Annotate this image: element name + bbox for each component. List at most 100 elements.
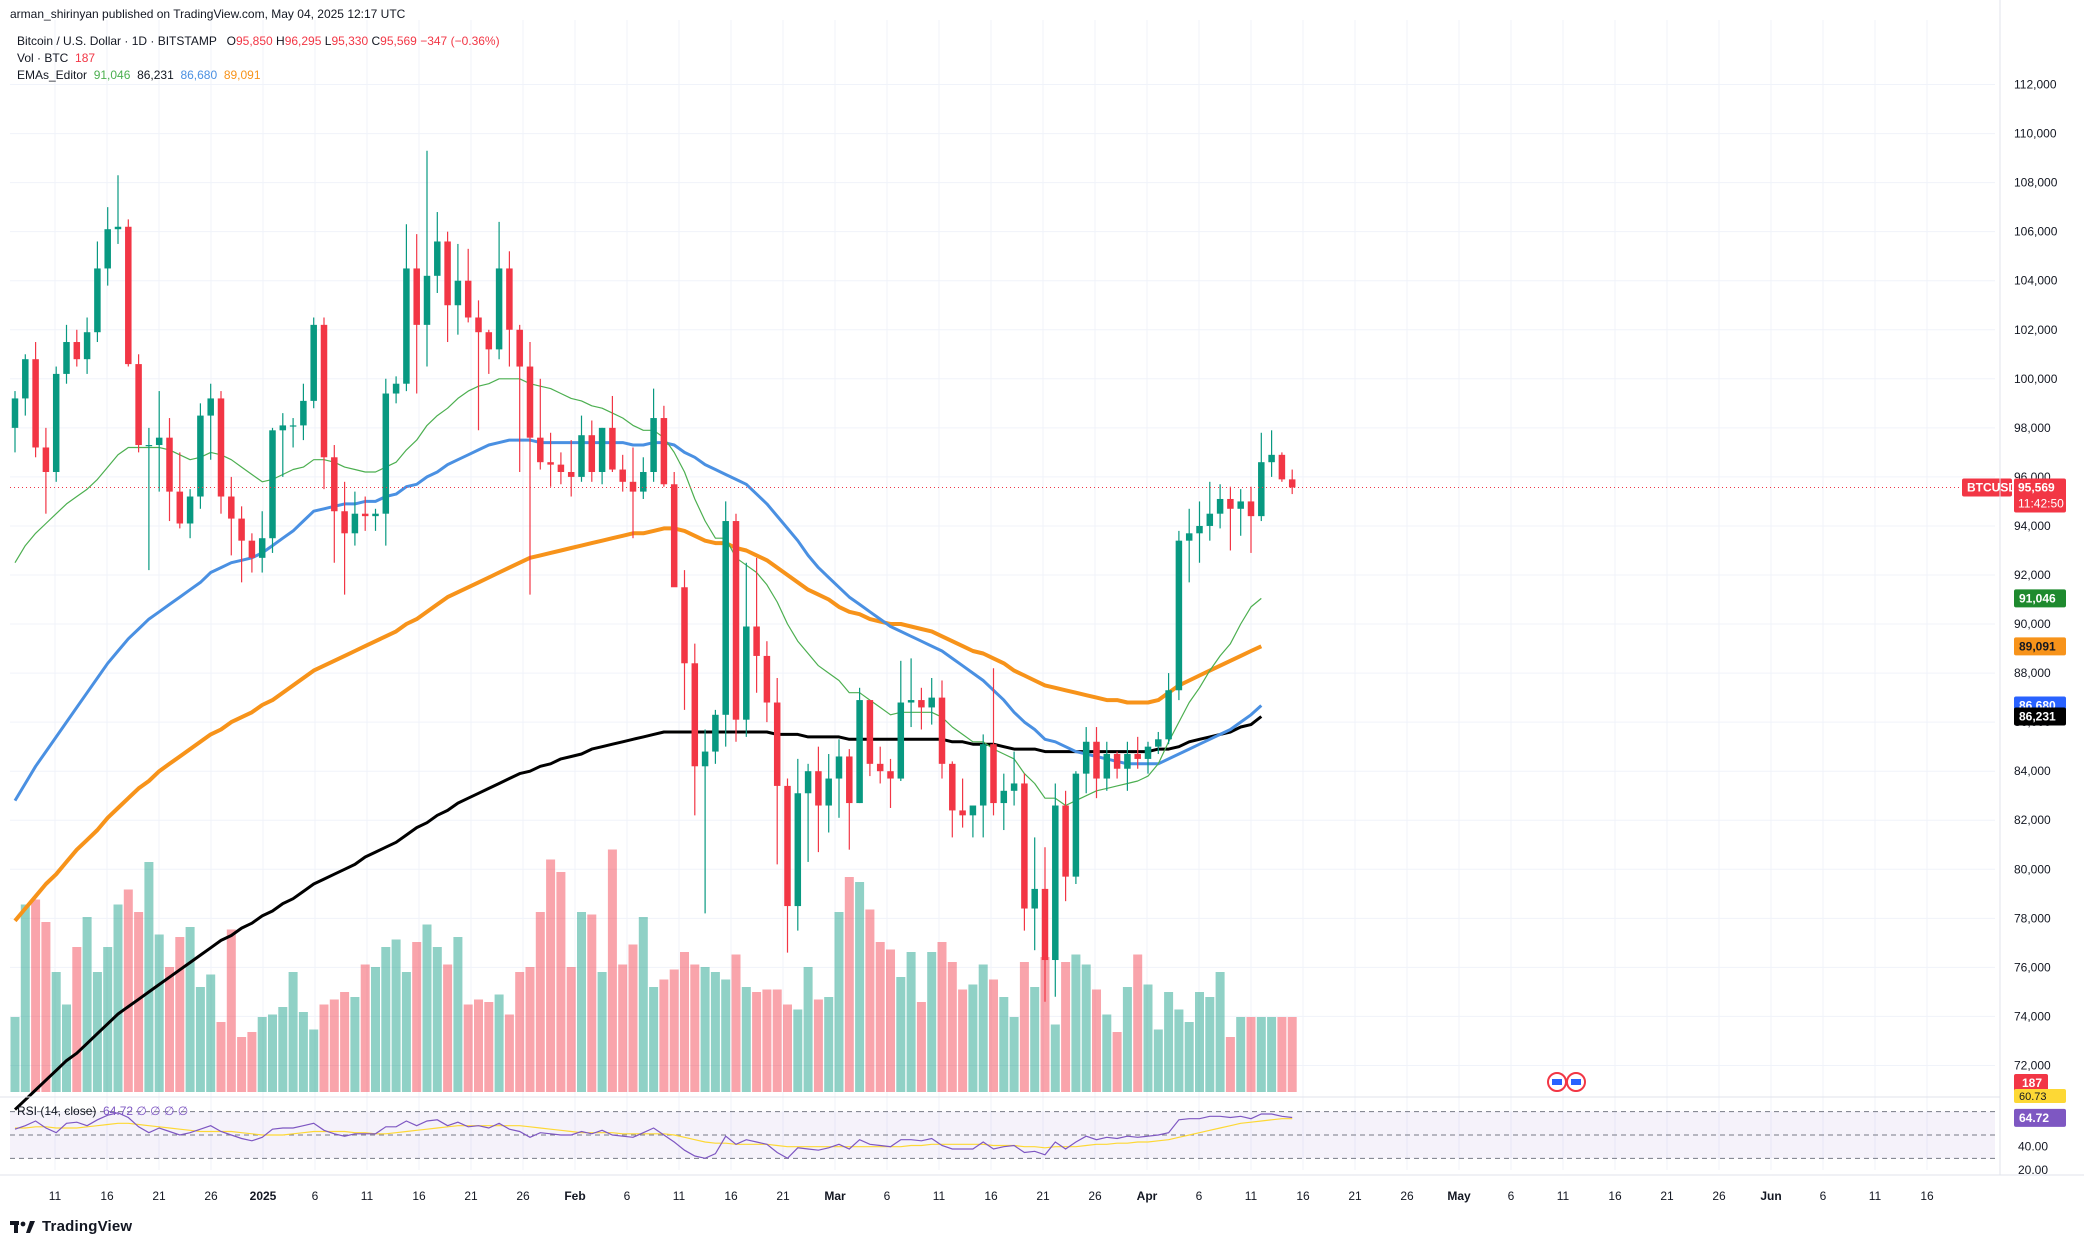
candle-body: [990, 744, 997, 804]
volume-bar: [113, 904, 123, 1092]
volume-bar: [103, 947, 113, 1092]
x-axis-tick-label: 16: [1296, 1189, 1310, 1203]
volume-bar: [1205, 997, 1215, 1092]
x-axis-tick-label: Apr: [1137, 1189, 1158, 1203]
candle-body: [640, 472, 647, 492]
candle-body: [701, 751, 709, 767]
candle-body: [650, 418, 657, 472]
volume-bar: [731, 954, 741, 1092]
x-axis-tick-label: 16: [412, 1189, 426, 1203]
candle-body: [63, 342, 70, 374]
candle-body: [351, 513, 359, 534]
rsi-tick-label: 40.00: [2018, 1140, 2048, 1154]
volume-bar: [1153, 1029, 1163, 1092]
ohlc-open-label: O: [226, 34, 236, 48]
candle-body: [135, 364, 142, 446]
candle-body: [526, 366, 534, 438]
candle-body: [1031, 888, 1038, 909]
volume-bar: [412, 942, 422, 1092]
ema200-badge-bg: [2014, 707, 2066, 726]
y-axis-tick-label: 94,000: [2014, 519, 2051, 533]
volume-bar: [1112, 1032, 1122, 1092]
x-axis-tick-label: 21: [152, 1189, 166, 1203]
candle-body: [537, 437, 544, 463]
x-axis-tick-label: 11: [361, 1189, 374, 1203]
candle-body: [567, 472, 575, 477]
volume-bar: [515, 972, 525, 1092]
x-axis-tick-label: Feb: [564, 1189, 585, 1203]
candle-body: [403, 268, 410, 384]
ema100-badge-bg: [2014, 637, 2066, 656]
rsi-badge2: 60.73: [2019, 1091, 2047, 1103]
volume-bar: [1019, 962, 1029, 1092]
symbol-line[interactable]: Bitcoin / U.S. Dollar · 1D · BITSTAMP O9…: [17, 33, 500, 50]
x-axis-tick-label: 6: [624, 1189, 631, 1203]
volume-bar: [51, 972, 61, 1092]
volume-bar: [432, 947, 442, 1092]
volume-bar: [10, 1017, 20, 1092]
candle-body: [753, 626, 760, 656]
candle-body: [104, 229, 111, 269]
volume-bar: [607, 849, 617, 1092]
x-axis-tick-label: 11: [49, 1189, 62, 1203]
ema100-line: [13, 526, 1263, 923]
brand-name: TradingView: [42, 1218, 133, 1235]
volume-bar: [535, 912, 545, 1092]
candle-body: [258, 538, 266, 558]
y-axis-tick-label: 104,000: [2014, 274, 2058, 288]
ema100-value: 89,091: [223, 68, 261, 82]
volume-bar: [752, 992, 762, 1092]
volume-bar: [587, 914, 597, 1092]
publish-line: arman_shirinyan published on TradingView…: [10, 7, 406, 21]
candle-body: [1268, 454, 1275, 463]
volume-bar: [844, 877, 854, 1092]
candle-body: [1082, 741, 1090, 774]
y-axis-tick-label: 78,000: [2014, 911, 2051, 925]
candle-body: [52, 373, 60, 472]
candle-body: [1237, 501, 1244, 509]
x-axis-tick-label: 6: [1820, 1189, 1827, 1203]
ema20-badge: 91,046: [2019, 591, 2056, 605]
candle-body: [743, 626, 750, 720]
volume-bar: [504, 1014, 514, 1092]
candle-body: [279, 425, 287, 431]
candle-body: [434, 241, 441, 276]
candle-body: [1113, 754, 1121, 769]
candle-body: [331, 457, 338, 512]
candle-body: [763, 655, 771, 703]
x-axis-tick-label: 6: [884, 1189, 891, 1203]
x-axis-tick-label: 16: [724, 1189, 738, 1203]
volume-badge-bg: [2014, 1074, 2048, 1092]
ema-legend[interactable]: EMAs_Editor 91,046 86,231 86,680 89,091: [17, 67, 261, 84]
volume-bar: [371, 967, 380, 1092]
volume-bar: [278, 1007, 288, 1092]
candle-body: [1206, 513, 1214, 526]
volume-bar: [62, 1004, 71, 1092]
candle-body: [176, 491, 184, 524]
volume-bar: [165, 967, 174, 1092]
x-axis-tick-label: 11: [933, 1189, 946, 1203]
candle-body: [145, 445, 153, 447]
y-axis-tick-label: 110,000: [2014, 127, 2057, 141]
volume-bar: [41, 922, 51, 1092]
x-axis-tick-label: 11: [1869, 1189, 1882, 1203]
candle-body: [300, 400, 307, 426]
candle-body: [516, 329, 523, 367]
volume-bar: [1122, 987, 1132, 1092]
volume-bar: [1143, 984, 1153, 1092]
x-axis-tick-label: 26: [1088, 1189, 1102, 1203]
x-axis-tick-label: 16: [100, 1189, 114, 1203]
rsi-legend[interactable]: RSI (14, close) 64.72 ∅ ∅ ∅ ∅: [17, 1103, 188, 1120]
volume-legend[interactable]: Vol · BTC 187: [17, 50, 95, 67]
candle-body: [197, 415, 204, 497]
volume-bar: [1133, 954, 1143, 1092]
candle-body: [784, 785, 791, 907]
candle-body: [42, 447, 50, 472]
volume-bar: [175, 937, 185, 1092]
tradingview-brand[interactable]: TradingView: [10, 1218, 132, 1235]
volume-bar: [443, 964, 453, 1092]
volume-bar: [566, 967, 576, 1092]
candle-body: [681, 587, 688, 664]
y-axis-tick-label: 72,000: [2014, 1058, 2051, 1072]
